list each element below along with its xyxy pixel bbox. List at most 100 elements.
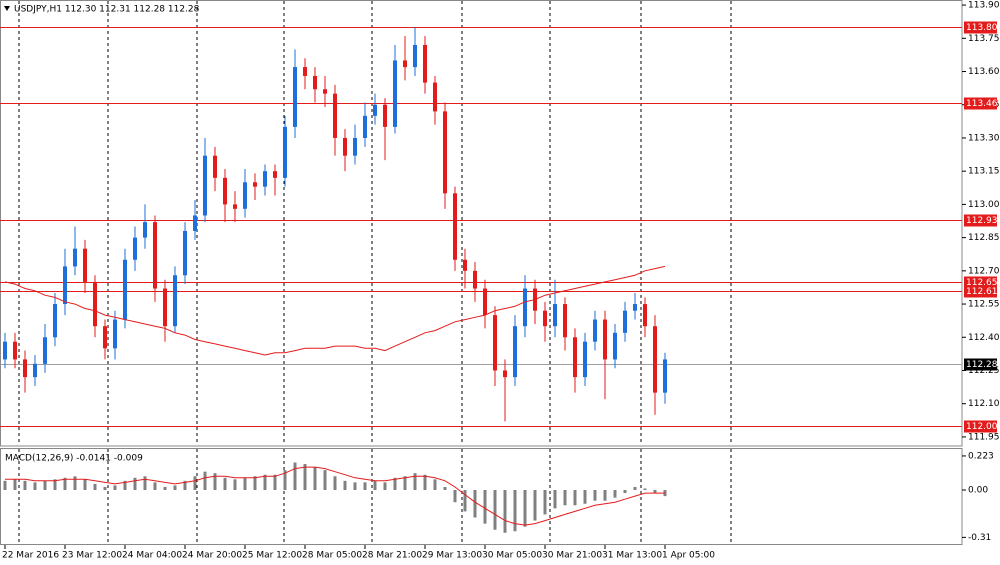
macd-bar (323, 470, 327, 491)
candle-body (253, 182, 257, 187)
y-tick-label: 113.15 (968, 167, 1000, 177)
macd-bar (433, 479, 437, 491)
candle-body (33, 363, 37, 378)
macd-bar (303, 464, 307, 491)
candle-body (503, 370, 507, 378)
y-tick-label: 113.75 (968, 34, 1000, 44)
level-label: 112.65 (966, 278, 998, 288)
candle-body (103, 326, 107, 349)
y-tick-label: 112.55 (968, 300, 1000, 310)
macd-bar (453, 490, 457, 503)
candle-body (603, 319, 607, 360)
macd-bar (533, 490, 537, 521)
candle-body (23, 359, 27, 378)
candle-body (473, 270, 477, 289)
macd-bar (153, 482, 157, 491)
y-tick-label: 112.70 (968, 266, 1000, 276)
candle-body (353, 137, 357, 156)
macd-bar (333, 476, 337, 491)
macd-bar (343, 480, 347, 491)
candle-body (13, 341, 17, 360)
y-tick-label: 113.90 (968, 1, 1000, 11)
macd-bar (353, 482, 357, 491)
macd-bar (313, 467, 317, 491)
macd-bar (293, 462, 297, 491)
y-tick-label: 112.85 (968, 233, 1000, 243)
macd-bar (103, 486, 107, 491)
macd-bar (3, 480, 7, 491)
macd-bar (53, 479, 57, 491)
candle-body (293, 67, 297, 127)
candle-body (193, 215, 197, 231)
macd-bar (133, 477, 137, 491)
x-tick-label: 23 Mar 12:00 (62, 551, 122, 561)
x-tick-label: 29 Mar 13:00 (422, 551, 482, 561)
level-label: 112.61 (966, 287, 998, 297)
x-tick-label: 28 Mar 21:00 (362, 551, 422, 561)
y-tick-label: 113.60 (968, 67, 1000, 77)
candle-body (203, 155, 207, 216)
macd-bar (643, 488, 647, 491)
candle-body (363, 115, 367, 138)
y-tick-label: 113.00 (968, 200, 1000, 210)
current-price-box (964, 358, 997, 371)
x-tick-label: 24 Mar 20:00 (182, 551, 242, 561)
macd-bar (173, 485, 177, 491)
macd-bar (383, 482, 387, 491)
macd-bar (233, 479, 237, 491)
level-label-box (964, 97, 997, 110)
macd-bar (283, 470, 287, 491)
candle-body (493, 315, 497, 371)
macd-bar (573, 490, 577, 506)
candle-body (333, 93, 337, 138)
moving-average (4, 265, 666, 356)
candle-body (423, 44, 427, 83)
candle-body (543, 310, 547, 327)
candle-body (263, 171, 267, 187)
candle-body (153, 222, 157, 289)
candle-body (173, 275, 177, 327)
candle-body (523, 288, 527, 327)
candle-body (653, 326, 657, 393)
candle-body (583, 341, 587, 378)
candle-body (63, 266, 67, 305)
candle-body (223, 177, 227, 205)
candle-body (433, 82, 437, 112)
candle-body (113, 319, 117, 349)
current-price-label: 112.28 (966, 360, 998, 370)
candle-body (413, 44, 417, 68)
macd-bar (553, 490, 557, 509)
candle-body (93, 281, 97, 327)
candle-body (443, 111, 447, 194)
macd-bar (563, 490, 567, 506)
macd-bar (403, 476, 407, 491)
candle-body (123, 259, 127, 320)
level-label-box (964, 420, 997, 433)
candle-body (323, 89, 327, 94)
macd-bar (243, 477, 247, 491)
macd-bar (163, 486, 167, 491)
y-tick-label: 113.30 (968, 133, 1000, 143)
y-tick-label: 111.95 (968, 432, 1000, 442)
candle-body (383, 104, 387, 127)
macd-bar (413, 473, 417, 491)
macd-bar (603, 490, 607, 501)
candle-body (463, 259, 467, 271)
candle-body (143, 222, 147, 238)
macd-bar (483, 490, 487, 524)
macd-bar (513, 490, 517, 532)
candle-body (593, 319, 597, 342)
x-tick-label: 31 Mar 13:00 (602, 551, 662, 561)
y-tick-label: 112.10 (968, 399, 1000, 409)
candle-body (233, 204, 237, 209)
candle-body (3, 341, 7, 360)
chart-title: USDJPY,H1 112.30 112.31 112.28 112.28 (14, 5, 200, 15)
candle-body (403, 60, 407, 68)
signal-line (5, 466, 665, 526)
macd-panel (0, 448, 963, 545)
candle-body (303, 67, 307, 76)
candle-body (133, 237, 137, 260)
x-tick-label: 22 Mar 2016 (2, 551, 59, 561)
macd-bar (223, 477, 227, 491)
